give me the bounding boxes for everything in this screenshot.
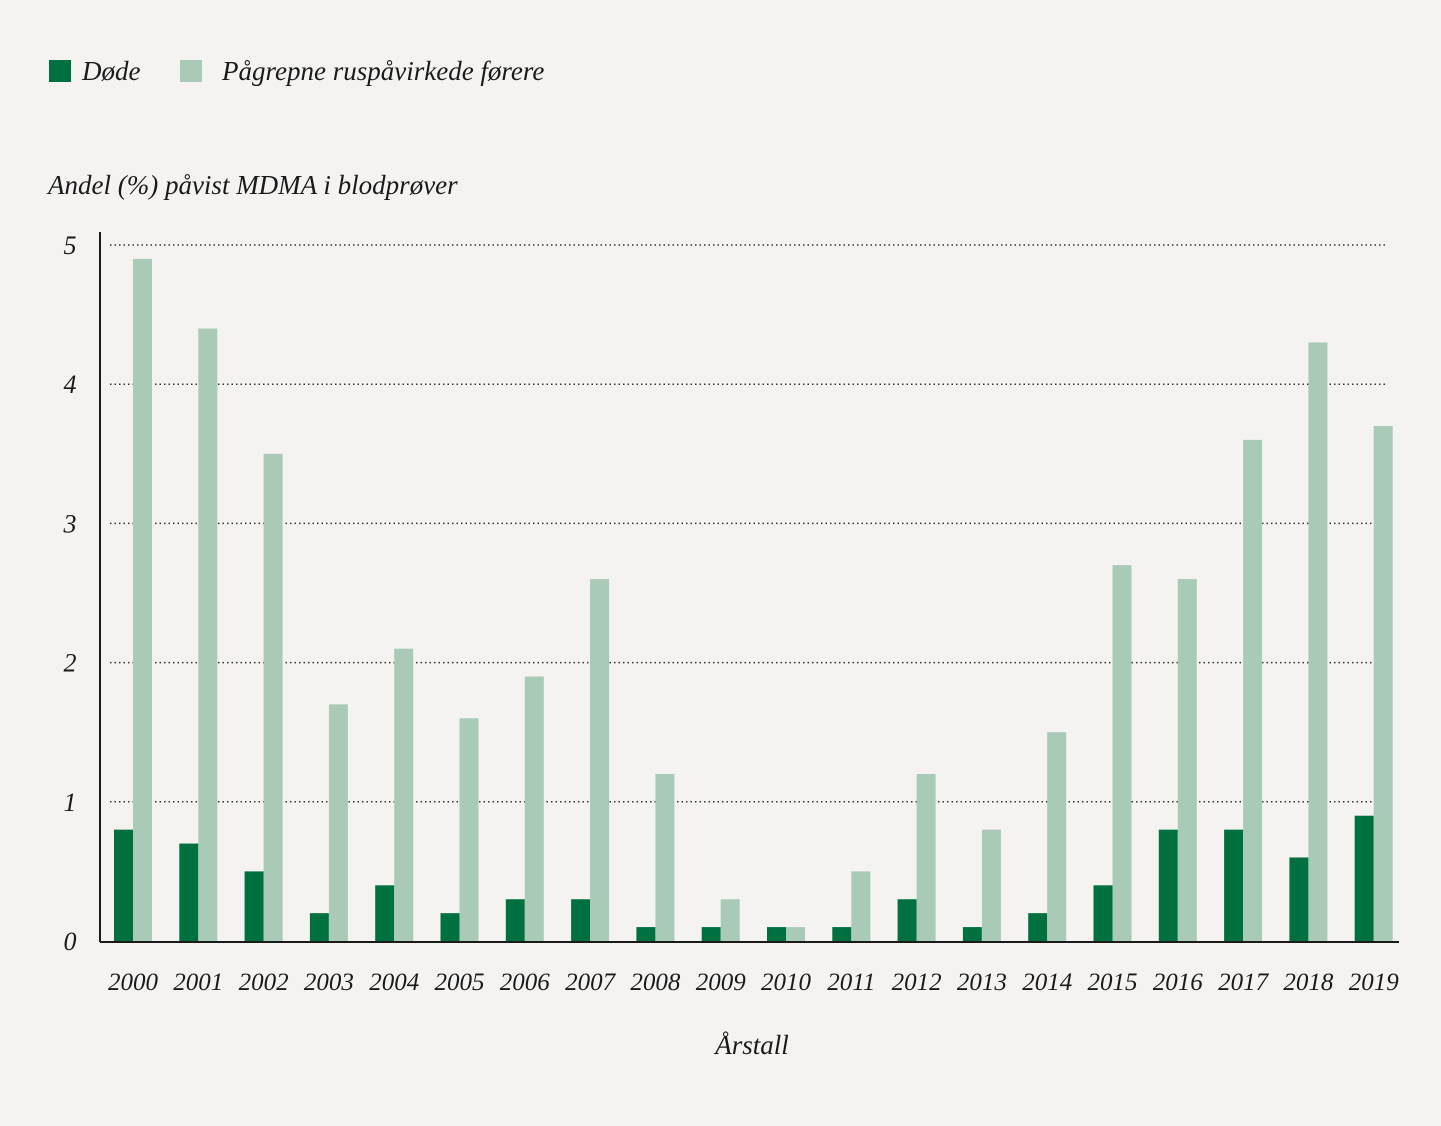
x-tick-label: 2003 (304, 969, 354, 996)
x-tick-label: 2012 (892, 969, 942, 996)
y-axis-label: Andel (%) påvist MDMA i blodprøver (46, 170, 458, 200)
x-tick-label: 2017 (1218, 969, 1270, 996)
bar-dode-2000 (114, 829, 133, 942)
bar-pagrepne-2016 (1177, 579, 1197, 942)
y-tick-label: 2 (64, 649, 77, 678)
legend-swatch-pagrepne (180, 60, 202, 82)
bar-pagrepne-2018 (1308, 342, 1328, 942)
bar-dode-2004 (375, 885, 395, 942)
x-tick-label: 2006 (500, 969, 551, 996)
x-tick-label: 2014 (1022, 969, 1072, 996)
bar-pagrepne-2006 (524, 676, 544, 942)
bar-pagrepne-2011 (851, 871, 871, 942)
bar-dode-2010 (767, 927, 786, 942)
x-tick-label: 2007 (565, 969, 617, 996)
bar-pagrepne-2017 (1243, 439, 1263, 942)
bar-dode-2001 (179, 843, 199, 942)
y-tick-label: 1 (64, 788, 77, 817)
bar-pagrepne-2008 (655, 773, 675, 942)
bar-dode-2002 (244, 871, 264, 942)
bar-pagrepne-2013 (981, 829, 1001, 942)
legend-label-dode: Døde (81, 56, 140, 86)
bar-dode-2006 (505, 899, 525, 942)
bar-pagrepne-2010 (786, 927, 805, 942)
x-tick-label: 2018 (1283, 969, 1334, 996)
y-tick-label: 5 (64, 231, 77, 260)
bar-pagrepne-2009 (720, 899, 740, 942)
bar-dode-2011 (832, 927, 852, 942)
legend-swatch-dode (49, 60, 71, 82)
x-tick-label: 2019 (1349, 969, 1400, 996)
bar-pagrepne-2019 (1373, 425, 1393, 943)
x-tick-label: 2009 (696, 969, 747, 996)
x-tick-label: 2016 (1153, 969, 1204, 996)
y-tick-label: 4 (64, 370, 77, 399)
bar-dode-2013 (962, 927, 982, 942)
x-tick-label: 2013 (957, 969, 1007, 996)
bar-pagrepne-2012 (916, 773, 936, 942)
bar-pagrepne-2003 (328, 704, 348, 942)
x-tick-label: 2011 (827, 969, 875, 996)
x-tick-label: 2001 (173, 969, 223, 996)
bar-dode-2019 (1354, 815, 1374, 942)
bar-pagrepne-2015 (1112, 565, 1132, 942)
bar-pagrepne-2001 (198, 328, 218, 942)
legend: Døde Pågrepne ruspåvirkede førere (49, 56, 544, 86)
bar-dode-2016 (1158, 829, 1178, 942)
bar-dode-2007 (571, 899, 591, 942)
bar-dode-2012 (897, 899, 917, 942)
x-tick-label: 2002 (239, 969, 289, 996)
y-tick-label: 3 (63, 509, 77, 538)
x-axis-label: Årstall (713, 1030, 789, 1060)
x-tick-label: 2005 (435, 969, 485, 996)
bar-dode-2009 (701, 927, 721, 942)
y-tick-label: 0 (64, 927, 77, 956)
bar-dode-2014 (1028, 913, 1048, 942)
bar-pagrepne-2005 (459, 718, 479, 942)
bar-pagrepne-2002 (263, 453, 283, 942)
bar-dode-2008 (636, 927, 656, 942)
x-tick-label: 2010 (761, 969, 812, 996)
x-tick-label: 2004 (369, 969, 419, 996)
bar-dode-2015 (1093, 885, 1113, 942)
bar-dode-2017 (1224, 829, 1244, 942)
bar-pagrepne-2007 (590, 579, 610, 942)
bar-pagrepne-2004 (394, 648, 414, 942)
x-tick-label: 2008 (630, 969, 681, 996)
x-tick-label: 2015 (1088, 969, 1138, 996)
x-tick-label: 2000 (108, 969, 159, 996)
bar-dode-2018 (1289, 857, 1309, 942)
legend-label-pagrepne: Pågrepne ruspåvirkede førere (221, 56, 544, 86)
bar-pagrepne-2014 (1047, 732, 1067, 942)
bar-pagrepne-2000 (133, 258, 152, 942)
bar-dode-2005 (440, 913, 460, 942)
bar-dode-2003 (309, 913, 329, 942)
